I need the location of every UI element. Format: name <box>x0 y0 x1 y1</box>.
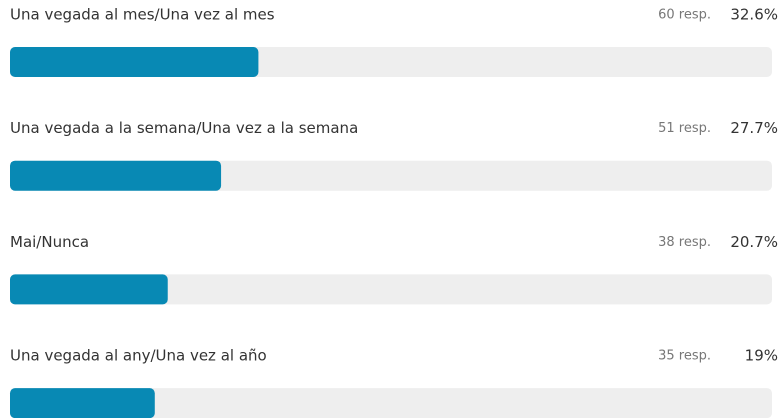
bar <box>10 388 155 418</box>
option-label: Mai/Nunca <box>10 233 89 251</box>
bar <box>10 47 259 77</box>
percent-label: 27.7% <box>730 119 778 137</box>
percent-label: 32.6% <box>730 6 778 24</box>
percent-label: 20.7% <box>730 233 778 251</box>
bar-track <box>10 388 772 418</box>
bar-track <box>10 274 772 305</box>
response-count: 35 resp. <box>658 349 711 364</box>
bar <box>10 274 168 305</box>
percent-label: 19% <box>745 347 778 365</box>
response-count: 38 resp. <box>658 235 711 250</box>
response-count: 60 resp. <box>658 8 711 23</box>
option-label: Una vegada al mes/Una vez al mes <box>10 6 275 24</box>
option-label: Una vegada a la semana/Una vez a la sema… <box>10 119 358 137</box>
response-count: 51 resp. <box>658 121 711 136</box>
option-label: Una vegada al any/Una vez al año <box>10 347 267 365</box>
bar <box>10 160 222 191</box>
